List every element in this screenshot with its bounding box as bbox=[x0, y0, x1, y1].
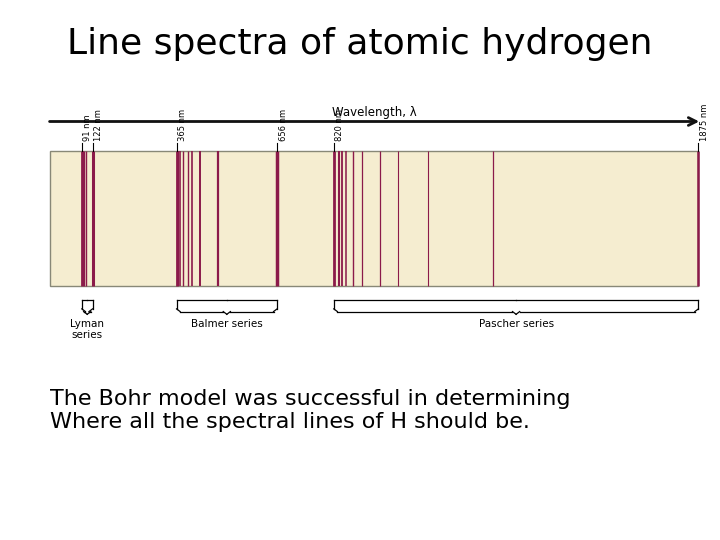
Text: Pascher series: Pascher series bbox=[479, 319, 554, 329]
Text: 365 nm: 365 nm bbox=[178, 110, 187, 141]
Text: Balmer series: Balmer series bbox=[191, 319, 263, 329]
Text: 122 nm: 122 nm bbox=[94, 110, 103, 141]
Text: 656 nm: 656 nm bbox=[279, 110, 287, 141]
Text: The Bohr model was successful in determining
Where all the spectral lines of H s: The Bohr model was successful in determi… bbox=[50, 389, 571, 432]
Text: Lyman
series: Lyman series bbox=[71, 319, 104, 340]
Text: 91 nm: 91 nm bbox=[84, 115, 92, 141]
Bar bbox=[50, 151, 698, 286]
Text: 1875 nm: 1875 nm bbox=[700, 104, 708, 141]
Text: Line spectra of atomic hydrogen: Line spectra of atomic hydrogen bbox=[67, 27, 653, 61]
Text: 820 nm: 820 nm bbox=[336, 110, 344, 141]
Text: Wavelength, λ: Wavelength, λ bbox=[332, 106, 417, 119]
